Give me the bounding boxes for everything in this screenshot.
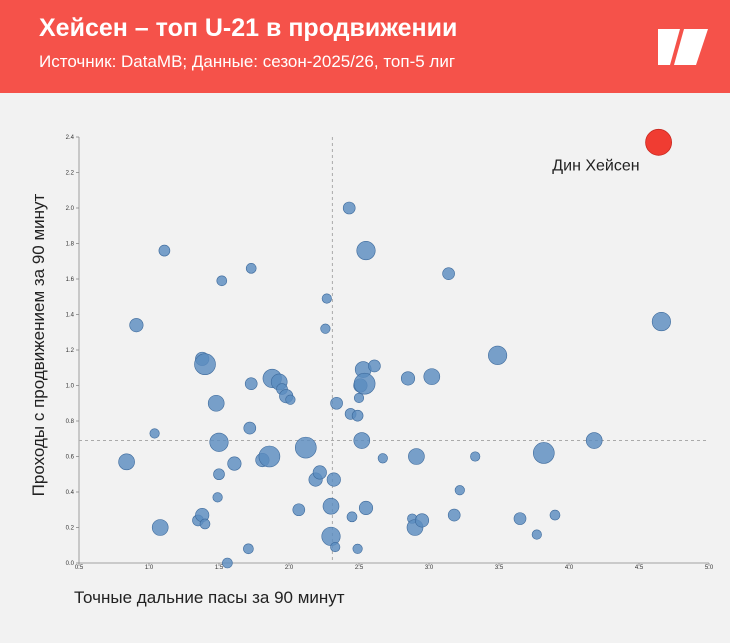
data-point [358,500,374,516]
y-tick-label: 0.2 [66,526,75,532]
y-tick-label: 0.6 [66,455,75,461]
y-tick-label: 1.2 [66,348,75,354]
data-point [353,392,365,403]
data-point [151,519,169,536]
data-point [243,421,257,435]
chart-title: Хейсен – топ U-21 в продвижении [39,14,458,42]
header-banner: Хейсен – топ U-21 в продвижении Источник… [0,0,730,93]
data-point [213,468,225,481]
data-point [353,432,371,449]
data-point [400,371,416,386]
x-axis-label: Точные дальние пасы за 90 минут [74,588,345,607]
data-point [320,323,331,334]
brand-logo-icon [658,29,708,65]
data-point [346,511,358,523]
x-tick-label: 0.5 [75,565,84,571]
data-point [470,451,481,462]
y-tick-label: 1.8 [66,242,75,248]
x-tick-label: 2.5 [355,565,364,571]
data-point [513,512,527,525]
chart-subtitle: Источник: DataMB; Данные: сезон-2025/26,… [39,52,456,71]
data-point [442,267,455,280]
data-point [294,436,317,459]
data-point [209,432,229,452]
data-point [199,518,211,530]
data-point [322,497,340,515]
data-point [216,275,228,287]
y-tick-label: 1.6 [66,277,75,283]
data-point [414,513,430,528]
x-tick-label: 2.0 [285,565,294,571]
data-point [531,529,542,540]
data-point [292,503,306,517]
data-point [326,472,341,487]
data-point [207,394,225,412]
highlight-point [645,128,672,156]
data-point [532,442,555,464]
data-point [377,453,388,464]
data-point [158,244,171,257]
y-tick-label: 1.0 [66,384,75,390]
data-point [212,492,223,503]
x-tick-label: 3.5 [495,565,504,571]
data-point [353,372,376,395]
y-tick-label: 2.4 [66,135,75,141]
data-point [342,201,356,215]
data-point [244,377,258,391]
data-point [330,541,341,553]
highlight-label: Дин Хейсен [552,157,639,174]
data-point [351,409,364,422]
data-point [454,485,465,496]
data-point [312,465,327,480]
data-point [447,508,461,522]
y-axis-label: Проходы с продвижением за 90 минут [29,193,48,497]
y-tick-label: 2.0 [66,206,75,212]
y-tick-label: 1.4 [66,313,75,319]
data-point [285,394,296,405]
data-point [194,353,216,376]
data-point [222,557,233,569]
x-tick-label: 1.0 [145,565,154,571]
scatter-chart: 0.0 0.2 0.4 0.6 0.8 1.0 1.2 1.4 1.6 1.8 2.0 2.2 2.4 0… [66,128,714,571]
x-tick-label: 5.0 [705,565,714,571]
y-tick-label: 0.4 [66,490,75,496]
data-point [352,543,363,554]
data-point [258,445,281,468]
data-point [356,241,376,261]
x-tick-label: 4.0 [565,565,574,571]
data-point [227,456,242,471]
x-tick-label: 4.5 [635,565,644,571]
y-tick-label: 0.0 [66,561,75,567]
data-point [423,368,441,385]
data-point [321,293,332,304]
data-point [488,345,508,365]
x-tick-label: 3.0 [425,565,434,571]
data-point [118,453,135,471]
data-point [243,543,254,555]
data-point [129,318,144,333]
data-point [330,396,343,410]
data-point [549,509,561,521]
data-point [585,432,603,449]
data-point [368,359,381,373]
data-point [149,428,160,439]
data-point [651,312,671,332]
data-point [245,263,257,274]
x-tick-label: 1.5 [215,565,224,571]
data-point [408,448,425,465]
y-tick-label: 2.2 [66,171,75,177]
y-tick-label: 0.8 [66,419,75,425]
